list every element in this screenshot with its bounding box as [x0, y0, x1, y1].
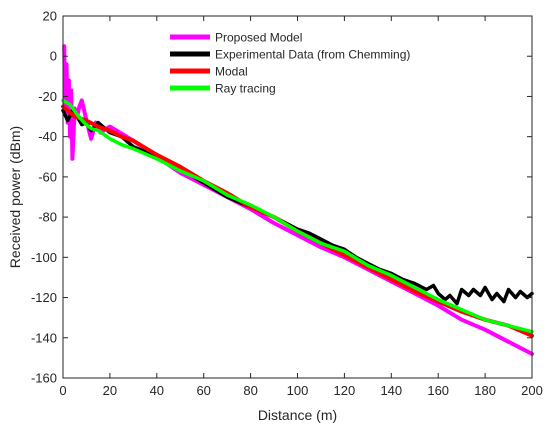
x-tick-label: 200: [521, 383, 543, 398]
y-tick-label: 20: [43, 9, 57, 24]
x-tick-label: 40: [150, 383, 164, 398]
x-axis-label: Distance (m): [258, 407, 337, 423]
series-line-1: [62, 44, 534, 356]
x-tick-label: 180: [474, 383, 496, 398]
y-tick-label: -20: [38, 89, 57, 104]
x-tick-label: 120: [334, 383, 356, 398]
y-tick-label: -160: [31, 371, 57, 386]
x-tick-label: 160: [427, 383, 449, 398]
ticks-layer: 0 20 40 60 80 100 120 140 160 180 200200-20-40-60-…: [31, 9, 543, 399]
series-layer: [61, 44, 534, 356]
plot-frame: [62, 15, 533, 379]
legend-entry-label: Ray tracing: [215, 82, 276, 96]
legend-entry-label: Proposed Model: [215, 31, 302, 45]
x-tick-label: 20: [103, 383, 117, 398]
legend: Proposed Model Experimental Data (from Ch…: [170, 31, 410, 96]
series-line-3: [61, 104, 534, 338]
x-tick-label: 80: [243, 383, 257, 398]
x-tick-label: 60: [196, 383, 210, 398]
series-line-4: [61, 98, 534, 334]
y-tick-label: 0: [50, 49, 57, 64]
y-tick-label: -140: [31, 330, 57, 345]
y-tick-label: -120: [31, 290, 57, 305]
x-tick-label: 140: [380, 383, 402, 398]
legend-entry-label: Modal: [215, 65, 248, 79]
x-tick-label: 0: [59, 383, 66, 398]
legend-entry-label: Experimental Data (from Chemming): [215, 48, 410, 62]
y-tick-label: -60: [38, 169, 57, 184]
y-axis-label: Received power (dBm): [7, 126, 23, 268]
y-tick-label: -80: [38, 210, 57, 225]
y-tick-label: -40: [38, 129, 57, 144]
y-tick-label: -100: [31, 250, 57, 265]
x-tick-label: 100: [287, 383, 309, 398]
